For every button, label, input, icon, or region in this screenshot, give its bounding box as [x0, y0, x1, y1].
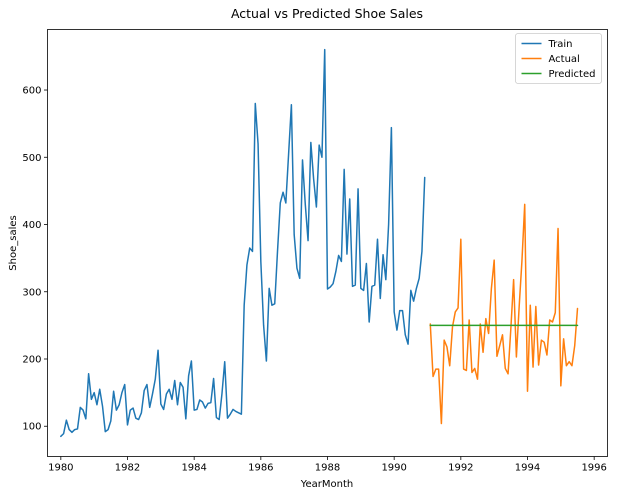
- y-axis: 100 200 300 400 500 600: [22, 86, 48, 433]
- legend-label-predicted: Predicted: [549, 69, 596, 80]
- x-tick-label: 1990: [381, 463, 406, 474]
- x-tick-label: 1988: [315, 463, 340, 474]
- x-tick-label: 1996: [581, 463, 606, 474]
- x-tick-label: 1992: [448, 463, 473, 474]
- y-tick-label: 500: [22, 153, 41, 164]
- legend-label-actual: Actual: [549, 54, 580, 65]
- legend: Train Actual Predicted: [515, 33, 602, 84]
- x-axis: 1980 1982 1984 1986 1988 1990 1992 1994 1996: [48, 456, 607, 474]
- plot-area: [60, 48, 579, 438]
- x-tick-label: 1994: [515, 463, 540, 474]
- y-tick-label: 200: [22, 354, 41, 365]
- x-tick-label: 1980: [48, 463, 73, 474]
- legend-box: [515, 33, 602, 84]
- series-line-train: [60, 48, 426, 438]
- y-tick-label: 300: [22, 287, 41, 298]
- y-tick-label: 100: [22, 422, 41, 433]
- y-axis-label: Shoe_sales: [8, 215, 19, 270]
- y-tick-label: 600: [22, 86, 41, 97]
- x-tick-label: 1982: [115, 463, 140, 474]
- x-axis-label: YearMonth: [300, 479, 354, 490]
- x-tick-label: 1984: [181, 463, 206, 474]
- y-tick-label: 400: [22, 220, 41, 231]
- x-tick-label: 1986: [248, 463, 273, 474]
- series-line-actual: [429, 203, 579, 425]
- chart-title: Actual vs Predicted Shoe Sales: [231, 6, 423, 21]
- legend-label-train: Train: [548, 39, 573, 50]
